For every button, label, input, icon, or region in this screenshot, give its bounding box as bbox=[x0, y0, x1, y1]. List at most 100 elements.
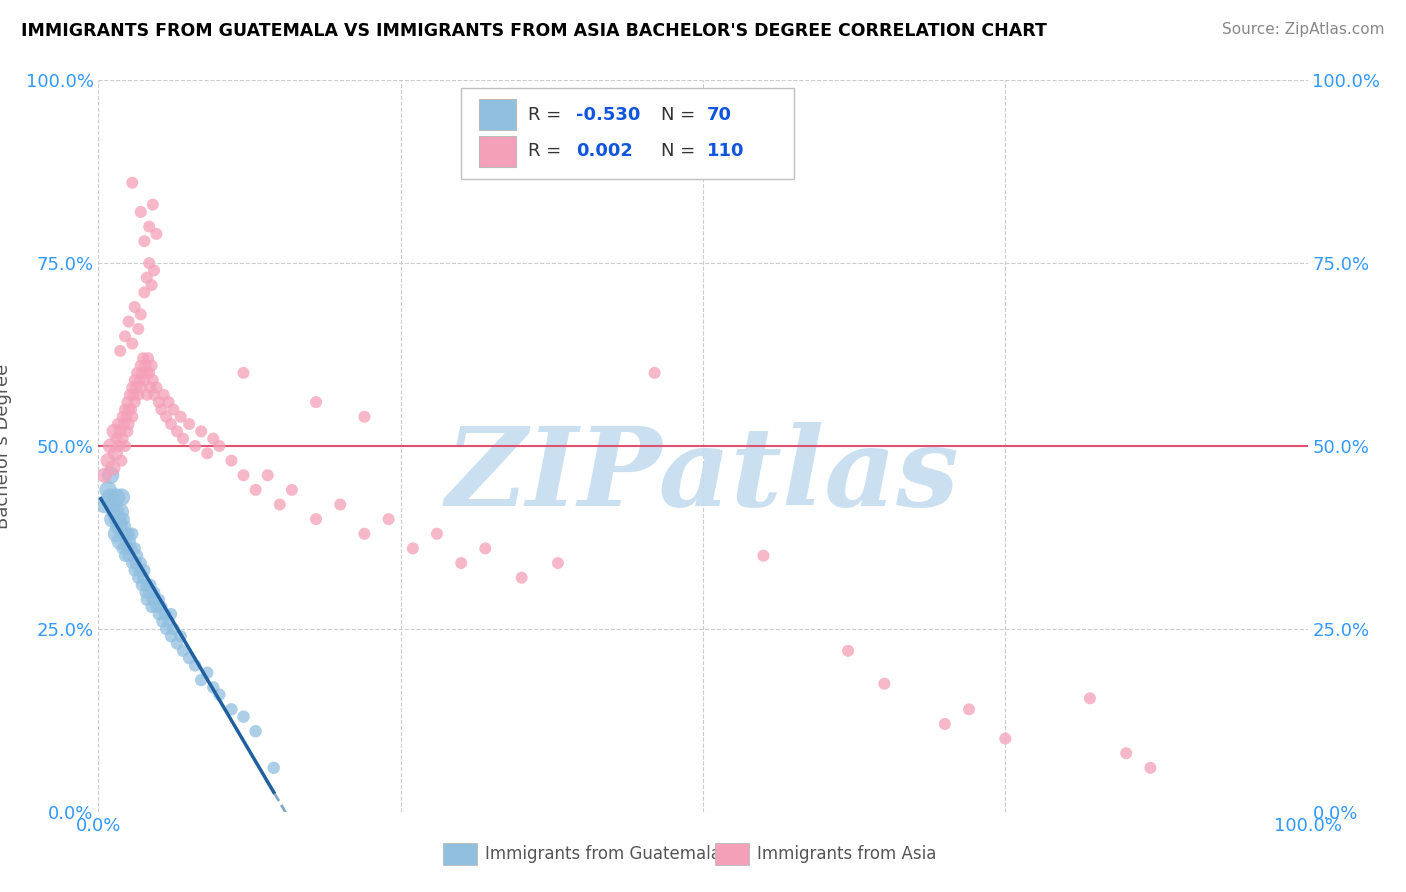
Point bbox=[155, 409, 177, 424]
Point bbox=[114, 402, 136, 417]
Point bbox=[117, 425, 139, 439]
Point bbox=[190, 425, 212, 439]
Text: 0.002: 0.002 bbox=[576, 142, 633, 161]
Point bbox=[208, 439, 231, 453]
Point bbox=[108, 534, 131, 549]
Point bbox=[152, 388, 174, 402]
Point bbox=[100, 439, 122, 453]
Point bbox=[179, 417, 201, 431]
Point bbox=[232, 468, 254, 483]
Point bbox=[108, 519, 131, 533]
Point bbox=[644, 366, 666, 380]
Point bbox=[377, 512, 399, 526]
Point bbox=[118, 417, 141, 431]
Point bbox=[1078, 691, 1101, 706]
Point bbox=[127, 322, 149, 336]
Point bbox=[142, 592, 165, 607]
Point bbox=[114, 329, 136, 343]
Point bbox=[127, 549, 149, 563]
Point bbox=[184, 658, 207, 673]
Point bbox=[97, 483, 120, 497]
Point bbox=[232, 366, 254, 380]
Point bbox=[994, 731, 1017, 746]
Point bbox=[127, 388, 149, 402]
Point bbox=[141, 359, 163, 373]
Point bbox=[101, 498, 124, 512]
Point bbox=[169, 629, 191, 643]
Point bbox=[1115, 746, 1137, 760]
Point bbox=[202, 681, 225, 695]
Point bbox=[129, 359, 152, 373]
Point bbox=[121, 176, 143, 190]
Point bbox=[245, 483, 267, 497]
FancyBboxPatch shape bbox=[716, 843, 749, 865]
Point bbox=[138, 256, 160, 270]
Point bbox=[112, 417, 135, 431]
Y-axis label: Bachelor's Degree: Bachelor's Degree bbox=[0, 363, 11, 529]
Point bbox=[129, 307, 152, 321]
Point bbox=[402, 541, 425, 556]
Text: Immigrants from Guatemala: Immigrants from Guatemala bbox=[485, 845, 721, 863]
Point bbox=[115, 409, 138, 424]
Point bbox=[122, 388, 145, 402]
Point bbox=[114, 519, 136, 533]
FancyBboxPatch shape bbox=[443, 843, 477, 865]
Point bbox=[134, 234, 156, 248]
Point bbox=[145, 599, 167, 614]
Point bbox=[105, 490, 128, 504]
FancyBboxPatch shape bbox=[461, 87, 793, 179]
Point bbox=[105, 526, 128, 541]
Point bbox=[124, 541, 146, 556]
Point bbox=[131, 578, 153, 592]
Point bbox=[155, 622, 177, 636]
Text: 110: 110 bbox=[707, 142, 744, 161]
Point bbox=[124, 395, 146, 409]
FancyBboxPatch shape bbox=[479, 136, 516, 167]
Point bbox=[121, 380, 143, 394]
Point bbox=[143, 263, 166, 277]
Point bbox=[221, 702, 243, 716]
Text: 70: 70 bbox=[707, 105, 731, 124]
Point bbox=[450, 556, 472, 570]
Point bbox=[221, 453, 243, 467]
Point bbox=[138, 366, 160, 380]
Point bbox=[160, 417, 183, 431]
Point bbox=[135, 578, 157, 592]
Point bbox=[150, 402, 173, 417]
Point bbox=[124, 563, 146, 577]
Point bbox=[145, 227, 167, 241]
Point bbox=[117, 541, 139, 556]
Point bbox=[129, 556, 152, 570]
Point bbox=[135, 366, 157, 380]
Point bbox=[141, 599, 163, 614]
Point bbox=[208, 688, 231, 702]
Point bbox=[169, 409, 191, 424]
Text: R =: R = bbox=[527, 142, 567, 161]
Point bbox=[162, 622, 184, 636]
Point bbox=[426, 526, 449, 541]
Point bbox=[134, 563, 156, 577]
Point bbox=[142, 197, 165, 211]
Point bbox=[195, 665, 218, 680]
Point bbox=[179, 651, 201, 665]
Point bbox=[353, 409, 375, 424]
Text: R =: R = bbox=[527, 105, 567, 124]
Point bbox=[148, 607, 170, 622]
Point bbox=[111, 526, 134, 541]
Point bbox=[143, 585, 166, 599]
Point bbox=[153, 607, 176, 622]
Text: Immigrants from Asia: Immigrants from Asia bbox=[758, 845, 936, 863]
Point bbox=[131, 366, 153, 380]
Point bbox=[195, 446, 218, 460]
Point bbox=[114, 439, 136, 453]
Point bbox=[329, 498, 352, 512]
Point bbox=[118, 388, 141, 402]
Point bbox=[172, 432, 194, 446]
Point bbox=[547, 556, 569, 570]
Point bbox=[125, 380, 148, 394]
Text: N =: N = bbox=[661, 142, 700, 161]
Point bbox=[138, 219, 160, 234]
Point bbox=[103, 425, 125, 439]
Point bbox=[162, 402, 184, 417]
Point bbox=[305, 512, 328, 526]
